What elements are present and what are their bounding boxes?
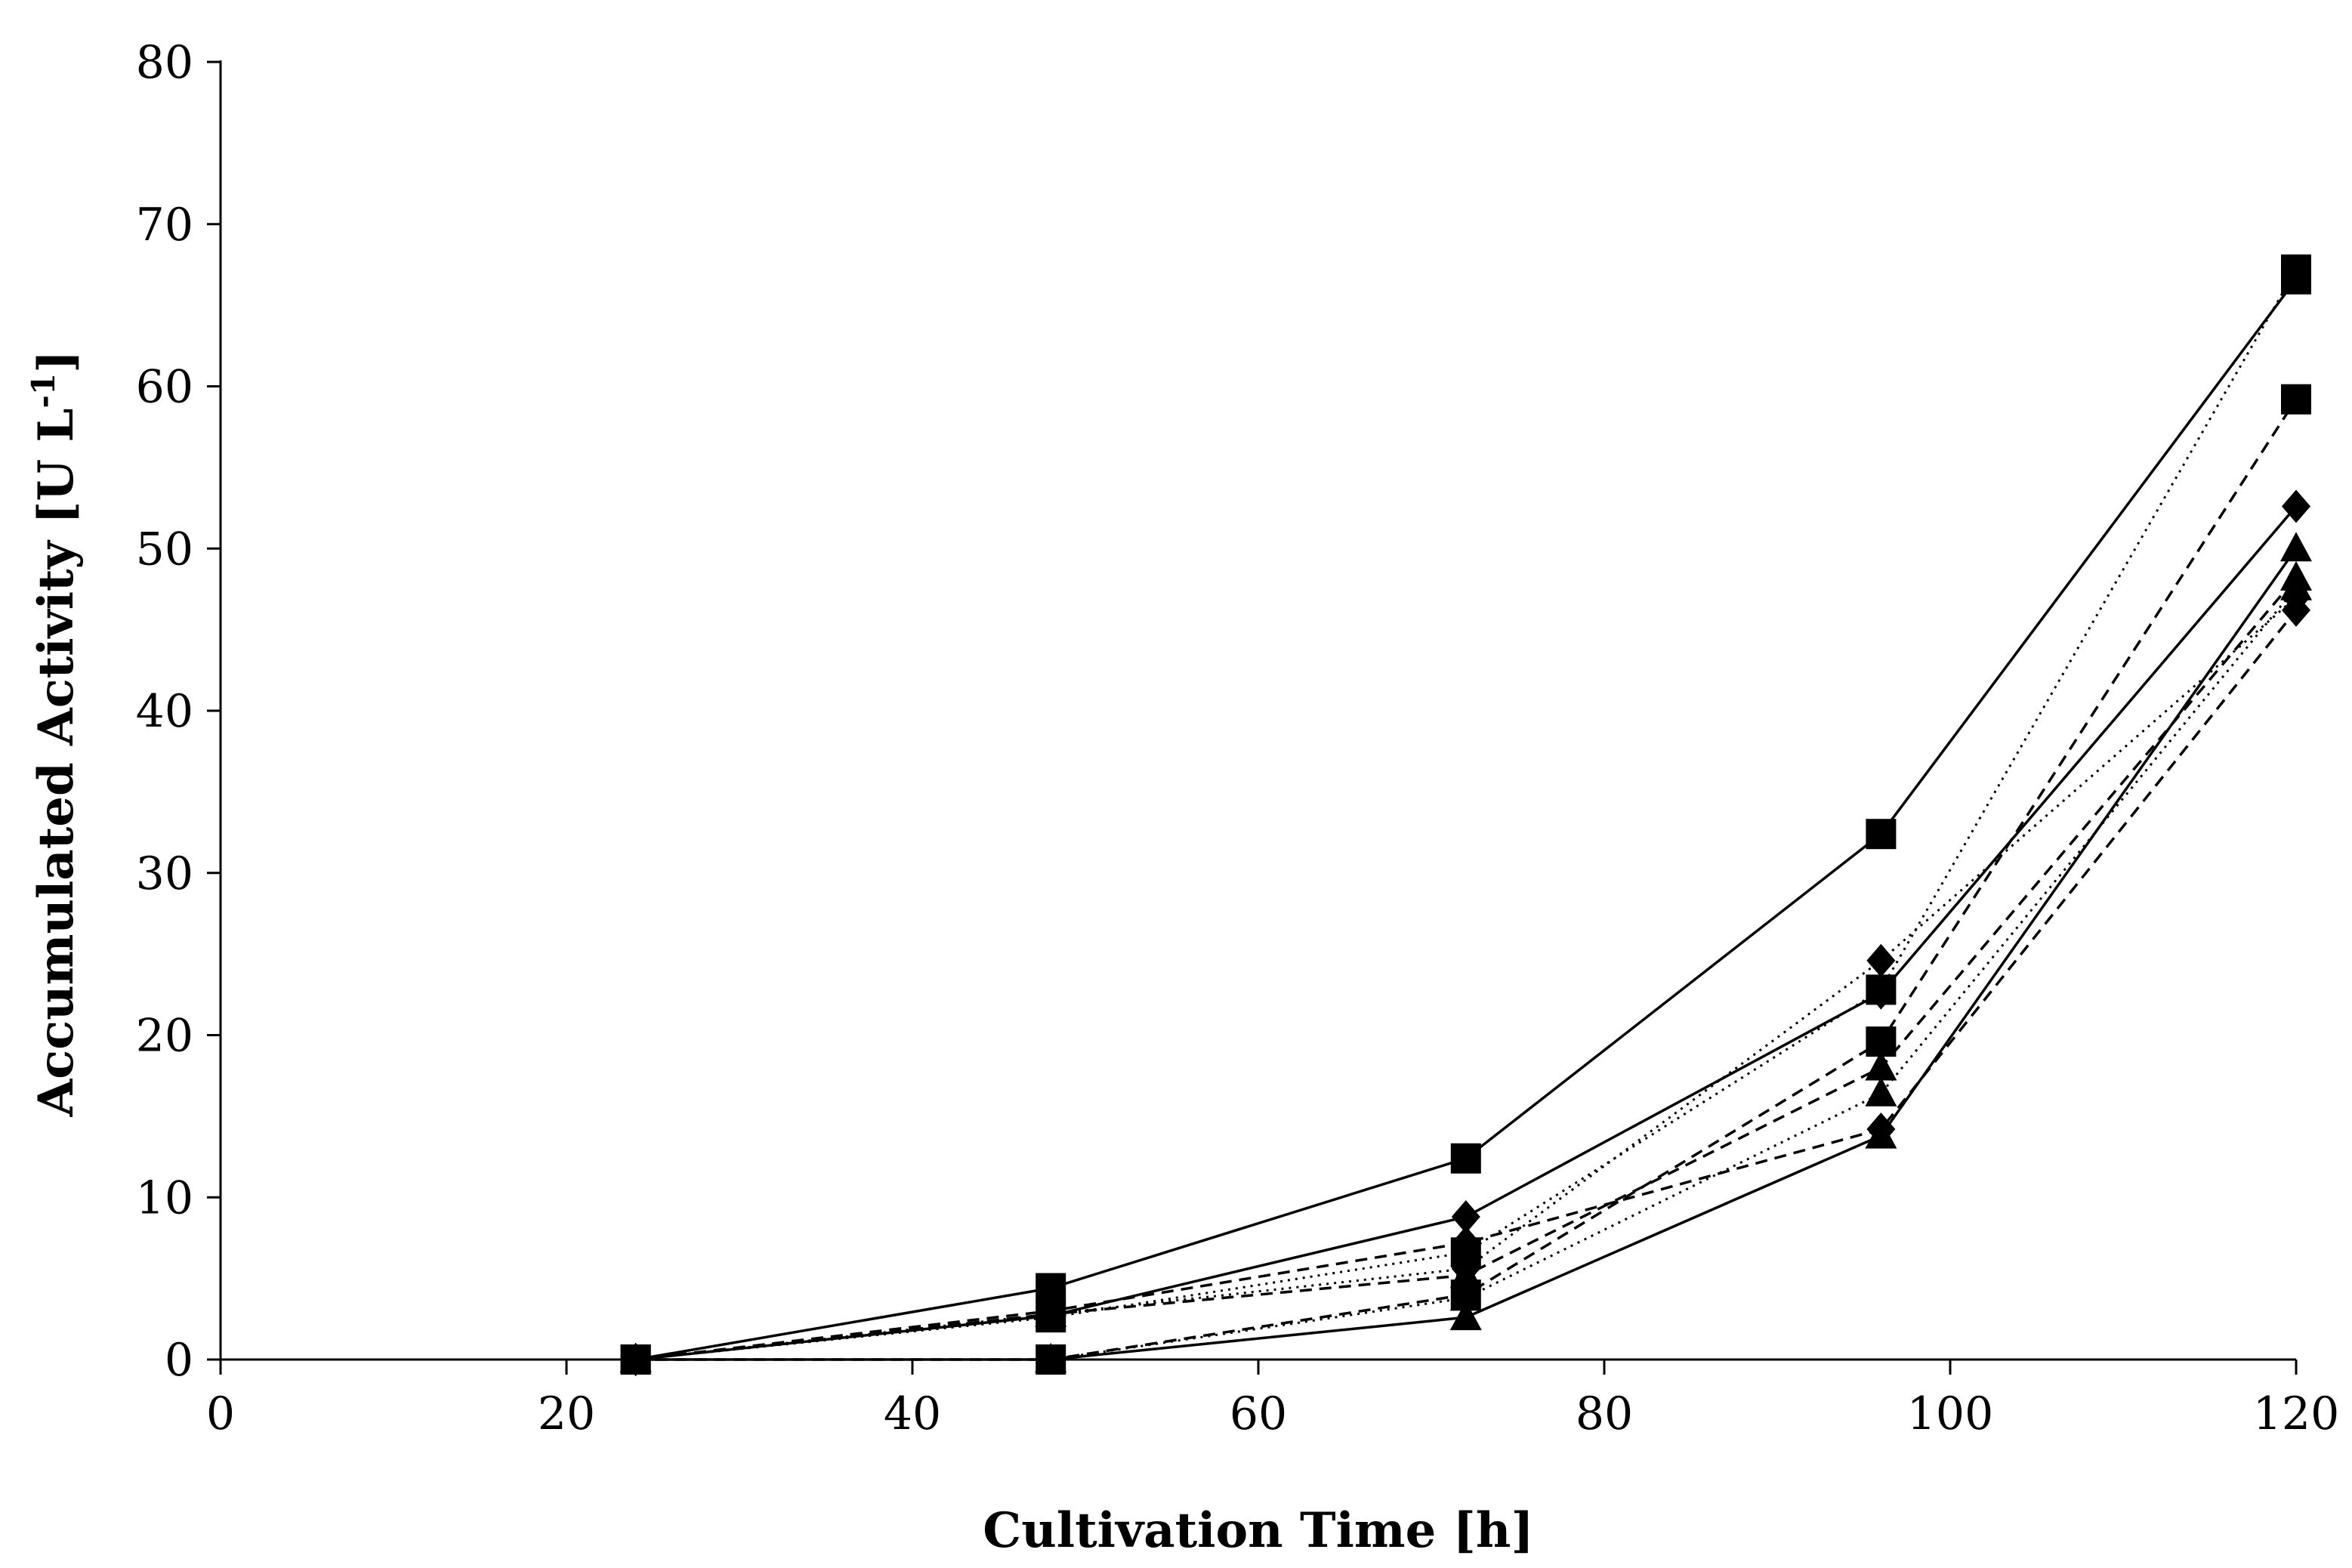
series-7-point	[1865, 1119, 1897, 1149]
series-8-point	[1449, 1281, 1482, 1311]
series-9-point	[1449, 1258, 1482, 1289]
x-axis-title: Cultivation Time [h]	[983, 1502, 1533, 1559]
y-tick-label: 70	[136, 199, 193, 252]
x-tick-label: 80	[1576, 1387, 1633, 1440]
y-tick-label: 60	[136, 361, 193, 414]
y-axis-title-superscript: -1	[25, 373, 62, 409]
series-4-point	[1866, 976, 1896, 1010]
y-tick-label: 40	[136, 685, 193, 738]
series-2-point	[2281, 254, 2311, 285]
series-9-point	[619, 1343, 652, 1372]
series-6-line	[635, 609, 2298, 1361]
series-6-point	[1451, 1226, 1480, 1260]
x-tick-label: 120	[2253, 1387, 2340, 1440]
series-4-point	[1451, 1200, 1480, 1234]
x-tick-label: 100	[1907, 1387, 1994, 1440]
series-7-point	[1449, 1301, 1482, 1331]
series-3-point	[2281, 384, 2311, 415]
series-1-point	[1450, 1143, 1481, 1174]
y-tick-label: 80	[136, 36, 193, 89]
x-tick-label: 60	[1230, 1387, 1287, 1440]
y-axis-title-end: ]	[28, 350, 85, 373]
series-1-line	[635, 278, 2298, 1361]
series-4-point	[2282, 489, 2310, 523]
y-tick-label: 30	[136, 847, 193, 900]
series-9-point	[1035, 1297, 1067, 1327]
y-tick-label: 50	[136, 523, 193, 576]
series-9-point	[1865, 1051, 1897, 1081]
axes-layer: 0 10 20 30 40 50 60 70 80 0 20 40 60 80 100 120	[136, 36, 2340, 1440]
series-9	[619, 560, 2312, 1372]
y-tick-label: 20	[136, 1010, 193, 1063]
series-9-point	[2280, 560, 2312, 591]
series-8-point	[1035, 1343, 1067, 1372]
y-tick-label: 0	[165, 1334, 193, 1387]
series-5-point	[1866, 943, 1896, 977]
y-axis-title-main: Accumulated Activity [U L	[28, 409, 85, 1118]
series-1-point	[1866, 819, 1897, 850]
series-layer	[619, 254, 2312, 1376]
y-axis-title: Accumulated Activity [U L-1]	[25, 350, 85, 1118]
x-tick-label: 40	[884, 1387, 941, 1440]
y-tick-label: 10	[136, 1171, 193, 1224]
x-tick-label: 0	[206, 1387, 235, 1440]
series-8-point	[1865, 1076, 1897, 1107]
series-6-point	[2282, 593, 2310, 627]
series-7-point	[2280, 532, 2312, 562]
x-tick-label: 20	[538, 1387, 595, 1440]
